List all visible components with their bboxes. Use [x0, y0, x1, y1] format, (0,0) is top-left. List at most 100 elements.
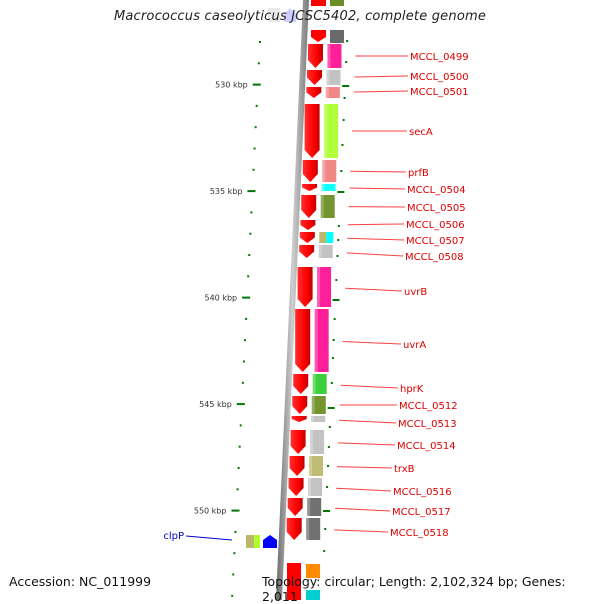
forward-gene-arrow [307, 70, 322, 85]
forward-gene-arrow [292, 416, 307, 422]
gene-label: secA [409, 127, 433, 138]
gene-feature [290, 456, 324, 476]
cog-block-highlight [321, 195, 324, 218]
gene-label: trxB [394, 464, 415, 475]
label-leader-line [336, 488, 391, 491]
gene-feature [305, 104, 339, 158]
forward-gene-arrow [299, 245, 314, 258]
forward-gene-arrow [306, 87, 321, 98]
label-leader-line [339, 420, 396, 423]
minor-tick [249, 233, 251, 235]
cog-block-highlight [312, 396, 315, 414]
minor-tick [334, 318, 336, 320]
tick-label: 550 kbp [194, 507, 227, 516]
minor-tick [233, 552, 235, 554]
cog-block-highlight [309, 456, 312, 476]
gene-label: MCCL_0518 [390, 528, 449, 539]
minor-tick [245, 318, 247, 320]
forward-gene-arrow [290, 456, 305, 476]
gene-label: MCCL_0513 [398, 419, 457, 430]
accession-text: Accession: NC_011999 [9, 574, 151, 589]
gene-label: MCCL_0501 [410, 87, 469, 98]
gene-feature [300, 220, 315, 230]
gene-feature [291, 430, 325, 454]
gene-label: MCCL_0499 [410, 52, 469, 63]
minor-tick [243, 361, 245, 363]
label-leader-line [337, 467, 392, 468]
gene-label: clpP [163, 531, 184, 542]
major-tick [247, 190, 255, 192]
major-tick [323, 510, 330, 512]
gene-feature [293, 374, 327, 394]
forward-gene-arrow [311, 0, 326, 6]
gene-feature [295, 309, 329, 372]
minor-tick [232, 574, 234, 576]
label-leader-line [335, 508, 390, 511]
minor-tick [256, 105, 258, 107]
forward-gene-arrow [287, 518, 302, 540]
minor-tick [258, 62, 260, 64]
minor-tick [329, 426, 331, 428]
major-tick [242, 297, 250, 299]
gene-feature [302, 184, 336, 191]
gene-label: MCCL_0500 [410, 72, 469, 83]
gene-feature [288, 498, 322, 516]
reverse-gene-arrow [263, 535, 277, 548]
minor-tick [255, 126, 257, 128]
gene-label: MCCL_0506 [406, 220, 465, 231]
minor-tick [326, 486, 328, 488]
tick-label: 535 kbp [210, 187, 243, 196]
minor-tick [332, 357, 334, 359]
forward-gene-arrow [300, 220, 315, 230]
cog-block [246, 535, 254, 548]
minor-tick [248, 254, 250, 256]
cog-block-highlight [311, 416, 314, 422]
cog-block [330, 30, 344, 43]
forward-gene-arrow [311, 30, 326, 42]
gene-feature [307, 70, 341, 85]
forward-gene-arrow [291, 430, 306, 454]
gene-feature [308, 44, 342, 68]
gene-label: prfB [408, 168, 429, 179]
minor-tick [323, 550, 325, 552]
gene-feature [306, 87, 340, 98]
label-leader-line [350, 188, 405, 189]
cog-block [326, 232, 333, 243]
gene-label: uvrA [403, 340, 426, 351]
forward-gene-arrow [292, 396, 307, 414]
cog-block-highlight [310, 430, 313, 454]
cog-block-highlight [317, 267, 320, 307]
cog-block-highlight [324, 104, 327, 158]
minor-tick [345, 61, 347, 63]
minor-tick [231, 595, 233, 597]
minor-tick [253, 169, 255, 171]
cog-block-highlight [315, 309, 318, 372]
minor-tick [250, 211, 252, 213]
minor-tick [240, 424, 242, 426]
label-leader-line [347, 253, 403, 256]
label-leader-line [350, 171, 406, 172]
cog-block-highlight [322, 160, 325, 182]
minor-tick [346, 40, 348, 42]
minor-tick [237, 488, 239, 490]
forward-gene-arrow [305, 104, 320, 158]
forward-gene-arrow [303, 160, 318, 182]
minor-tick [247, 275, 249, 277]
minor-tick [341, 144, 343, 146]
minor-tick [328, 446, 330, 448]
gene-label: MCCL_0508 [405, 252, 464, 263]
gene-feature [292, 396, 326, 414]
minor-tick [234, 531, 236, 533]
minor-tick [344, 97, 346, 99]
gene-label: MCCL_0514 [397, 441, 456, 452]
minor-tick [327, 465, 329, 467]
major-tick [237, 403, 245, 405]
gene-feature [303, 160, 337, 182]
label-leader-line [348, 224, 404, 225]
major-tick [231, 510, 239, 512]
forward-gene-arrow [295, 309, 310, 372]
forward-gene-arrow [300, 232, 315, 243]
gene-feature [287, 518, 321, 540]
cog-block [254, 535, 260, 548]
